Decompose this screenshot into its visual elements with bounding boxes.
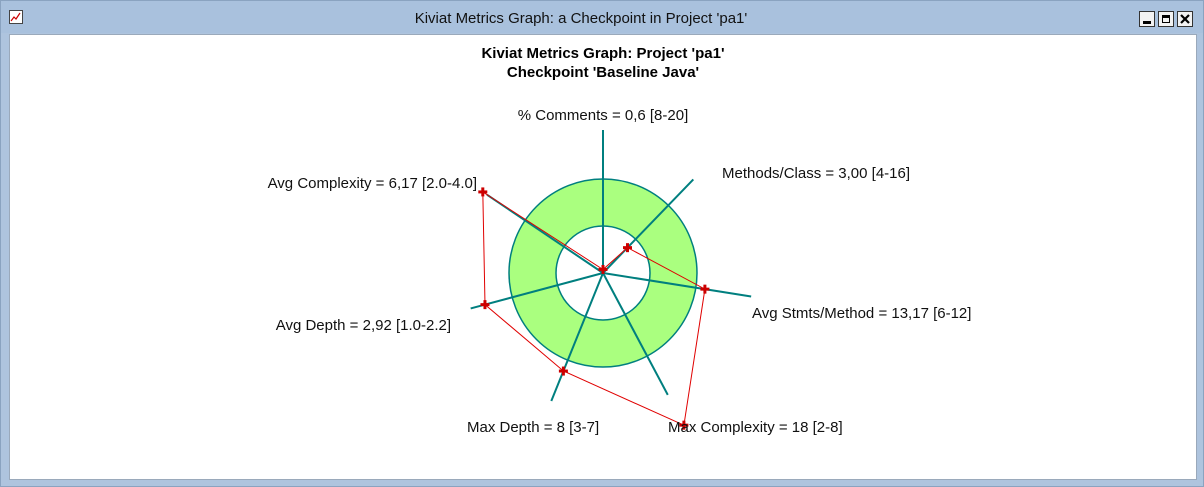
metric-marker-5 xyxy=(480,300,490,310)
metric-marker-4 xyxy=(558,366,568,376)
minimize-button[interactable] xyxy=(1139,11,1155,27)
metric-label-1: Methods/Class = 3,00 [4-16] xyxy=(722,165,910,182)
axis-line-1 xyxy=(602,178,695,274)
window-title: Kiviat Metrics Graph: a Checkpoint in Pr… xyxy=(414,10,748,27)
kiviat-chart: Kiviat Metrics Graph: Project 'pa1' Chec… xyxy=(268,45,972,436)
axis-line-6 xyxy=(486,193,604,274)
close-button[interactable] xyxy=(1177,11,1193,27)
close-icon xyxy=(1180,14,1190,24)
metric-polygon xyxy=(482,190,706,426)
maximize-button[interactable] xyxy=(1158,11,1174,27)
chart-subtitle: Checkpoint 'Baseline Java' xyxy=(507,64,699,81)
axis-line-3 xyxy=(602,272,669,396)
metric-label-5: Avg Depth = 2,92 [1.0-2.2] xyxy=(276,317,451,334)
metric-marker-1 xyxy=(622,243,632,253)
metric-label-4: Max Depth = 8 [3-7] xyxy=(467,419,599,436)
metric-marker-0 xyxy=(598,264,608,274)
metric-marker-6 xyxy=(478,187,488,197)
axis-line-4 xyxy=(550,272,604,402)
maximize-icon xyxy=(1162,15,1170,23)
metric-label-2: Avg Stmts/Method = 13,17 [6-12] xyxy=(752,305,971,322)
chart-title: Kiviat Metrics Graph: Project 'pa1' xyxy=(481,45,724,62)
metric-label-6: Avg Complexity = 6,17 [2.0-4.0] xyxy=(268,175,477,192)
metric-label-3: Max Complexity = 18 [2-8] xyxy=(668,419,843,436)
metric-label-0: % Comments = 0,6 [8-20] xyxy=(518,107,689,124)
metric-marker-2 xyxy=(700,284,710,294)
minimize-icon xyxy=(1143,21,1151,24)
title-bar[interactable]: Kiviat Metrics Graph: a Checkpoint in Pr… xyxy=(1,1,1203,33)
chart-area: Kiviat Metrics Graph: Project 'pa1' Chec… xyxy=(9,34,1197,480)
metric-marker-3 xyxy=(679,420,689,430)
axis-line-5 xyxy=(470,272,604,310)
chart-app-icon[interactable] xyxy=(9,10,23,24)
axis-line-2 xyxy=(602,272,752,298)
